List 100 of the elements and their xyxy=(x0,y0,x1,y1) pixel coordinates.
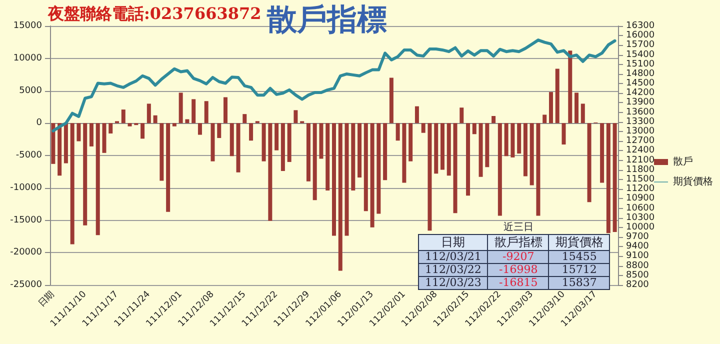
y2-tick-label: 9400 xyxy=(626,242,650,252)
bar xyxy=(344,123,349,236)
bar xyxy=(428,123,432,231)
bar xyxy=(478,123,483,177)
bar xyxy=(376,123,381,214)
bar xyxy=(612,123,617,232)
bar xyxy=(440,123,444,170)
annotation: 15712 xyxy=(548,263,610,276)
y2-tick-label: 8800 xyxy=(626,260,650,271)
annotation: -16998 xyxy=(488,263,549,276)
bar xyxy=(453,123,458,214)
y-tick-label: -15000 xyxy=(10,215,42,226)
annotation: 期貨價格 xyxy=(548,234,610,250)
bar xyxy=(460,108,464,124)
bar xyxy=(370,123,374,228)
legend-label: 散戶 xyxy=(673,156,693,168)
bar xyxy=(542,114,547,124)
y2-tick-label: 11200 xyxy=(626,184,655,194)
bar xyxy=(523,123,528,176)
y2-tick-label: 14500 xyxy=(626,78,655,89)
bar xyxy=(70,123,74,244)
bar xyxy=(408,123,413,162)
bar xyxy=(242,114,247,124)
bar xyxy=(262,123,266,162)
bar xyxy=(64,123,68,164)
bar xyxy=(294,110,298,124)
y-tick-label: 15000 xyxy=(13,21,42,31)
bar xyxy=(217,123,222,138)
bar xyxy=(510,123,515,158)
bar xyxy=(536,123,540,216)
bar xyxy=(555,68,560,124)
bar xyxy=(312,123,317,200)
bar xyxy=(108,123,113,134)
bar xyxy=(83,123,88,226)
y2-tick-label: 9100 xyxy=(626,251,650,262)
y2-tick-label: 8500 xyxy=(626,270,650,280)
bar xyxy=(587,123,592,202)
y2-tick-label: 13600 xyxy=(626,107,655,118)
bar xyxy=(268,123,272,221)
y-tick-label: 5000 xyxy=(19,86,42,96)
annotation: 112/03/22 xyxy=(418,263,488,276)
bar xyxy=(89,123,94,146)
bar xyxy=(76,123,81,142)
bar xyxy=(204,101,208,124)
bar xyxy=(504,123,508,156)
bar xyxy=(568,50,572,124)
bar xyxy=(153,115,158,124)
bar xyxy=(121,110,126,124)
y2-tick-label: 11800 xyxy=(626,164,655,175)
y-tick-label: -5000 xyxy=(16,150,42,160)
bar xyxy=(446,123,451,176)
y2-tick-label: 15400 xyxy=(626,50,655,60)
bar xyxy=(358,123,362,178)
bar xyxy=(396,123,400,141)
bar xyxy=(402,123,406,183)
bar xyxy=(548,92,553,124)
bar xyxy=(338,123,342,271)
bar xyxy=(172,123,176,126)
y-tick-label: 10000 xyxy=(13,53,42,64)
annotation: -16815 xyxy=(488,276,549,290)
bar xyxy=(102,123,106,153)
bar xyxy=(517,123,522,154)
y2-tick-label: 16000 xyxy=(626,30,655,41)
bar xyxy=(146,104,151,124)
annotation: 112/03/21 xyxy=(418,250,488,264)
y-tick-label: -25000 xyxy=(10,280,42,290)
bar xyxy=(364,123,368,212)
y2-tick-label: 10000 xyxy=(626,222,655,232)
bar xyxy=(421,123,426,133)
annotation: 日期 xyxy=(418,234,488,250)
bar xyxy=(236,123,240,172)
y-tick-label: -20000 xyxy=(10,248,42,258)
bar xyxy=(287,123,292,162)
y2-tick-label: 13000 xyxy=(626,126,655,137)
y2-tick-label: 9700 xyxy=(626,232,650,242)
bar xyxy=(434,123,438,174)
bar xyxy=(383,123,388,180)
y2-tick-label: 14800 xyxy=(626,68,655,79)
y2-tick-label: 11500 xyxy=(626,174,655,184)
annotation: 15837 xyxy=(548,276,610,290)
annotation: 15455 xyxy=(548,250,610,264)
annotation: 112/03/23 xyxy=(418,276,488,290)
y-tick-label: -10000 xyxy=(10,182,42,193)
bar xyxy=(192,99,196,124)
bar xyxy=(128,123,132,126)
bar xyxy=(574,92,579,124)
bar xyxy=(332,123,336,236)
bar xyxy=(178,92,183,124)
legend-label: 期貨價格 xyxy=(673,176,713,188)
bar xyxy=(198,123,202,135)
bar xyxy=(185,119,190,124)
bar xyxy=(492,116,496,124)
bar xyxy=(472,123,476,134)
bar xyxy=(466,123,470,196)
bar xyxy=(600,123,604,183)
bar xyxy=(306,123,310,182)
bar xyxy=(249,123,254,141)
bar xyxy=(274,123,279,150)
bar xyxy=(606,123,610,234)
bar xyxy=(280,123,285,172)
